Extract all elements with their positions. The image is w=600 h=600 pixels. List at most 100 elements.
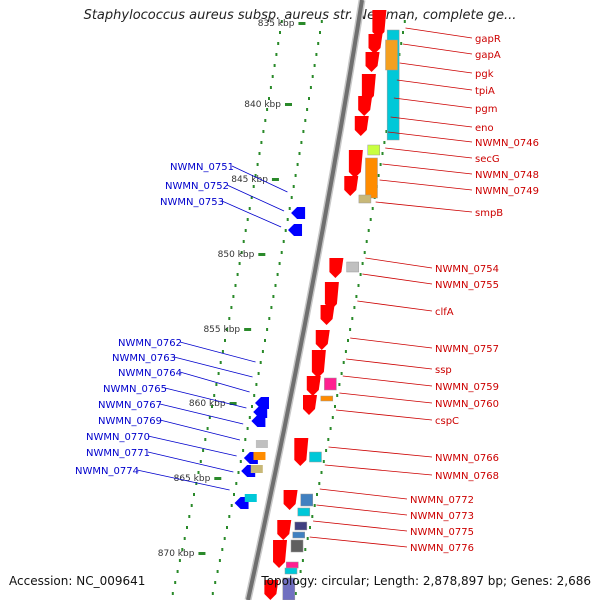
gene-label-right: NWMN_0766 (435, 453, 499, 464)
gene-label-right: NWMN_0754 (435, 264, 499, 275)
track-dot (316, 493, 318, 496)
minus-strand-gene (291, 207, 306, 219)
gene-leader-line (316, 504, 408, 516)
gene-leader-line (339, 392, 433, 404)
track-dot (306, 108, 309, 111)
track-dot (298, 152, 301, 155)
track-dot (308, 97, 310, 100)
track-dot (351, 317, 354, 320)
track-dot (218, 559, 221, 562)
track-dot (288, 207, 291, 210)
track-dot (264, 339, 266, 342)
track-dot (325, 449, 328, 452)
track-dot (274, 284, 277, 287)
kbp-tick-label: 855 kbp (203, 325, 240, 335)
track-dot (255, 383, 258, 386)
kbp-tick-label: 845 kbp (231, 175, 268, 185)
gene-leader-line (382, 163, 473, 175)
track-dot (279, 31, 281, 34)
track-dot (211, 405, 213, 408)
gene-label-right: cspC (435, 416, 459, 427)
track-dot (311, 75, 314, 78)
track-dot (224, 339, 226, 342)
track-dot (226, 526, 228, 529)
gene-leader-line (147, 451, 234, 473)
gene-label-right: secG (475, 154, 500, 165)
track-dot (301, 559, 304, 562)
gene-leader-line (390, 116, 473, 128)
track-dot (311, 515, 314, 518)
track-dot (322, 460, 325, 463)
track-dot (276, 273, 279, 276)
track-dot (270, 306, 273, 309)
accession-text: Accession: NC_009641 (9, 574, 146, 588)
track-dot (240, 251, 243, 254)
track-dot (278, 262, 281, 265)
track-dot (190, 504, 193, 507)
track-dot (286, 218, 289, 221)
plus-strand-gene (361, 74, 376, 102)
track-dot (183, 537, 186, 540)
topology-text: Topology: circular; Length: 2,878,897 bp… (261, 574, 591, 588)
gene-leader-line (350, 337, 433, 349)
track-dot (304, 119, 307, 122)
gene-label-right: NWMN_0773 (410, 511, 474, 522)
track-dot (302, 130, 305, 133)
track-dot (239, 460, 242, 463)
track-dot (246, 218, 249, 221)
gene-leader-line (313, 520, 408, 532)
track-dot (363, 251, 366, 254)
track-dot (342, 361, 345, 364)
gene-label-left: NWMN_0770 (86, 432, 150, 443)
track-dot (306, 537, 309, 540)
track-dot (272, 295, 275, 298)
gene-leader-line (324, 464, 433, 476)
kbp-tick-label: 860 kbp (189, 399, 226, 409)
gene-leader-line (319, 488, 408, 500)
gene-label-left: NWMN_0762 (118, 338, 182, 349)
track-dot (233, 493, 235, 496)
track-dot (377, 174, 380, 177)
track-dot (232, 295, 235, 298)
track-dot (344, 350, 347, 353)
track-dot (280, 20, 283, 23)
track-dot (199, 460, 202, 463)
gene-label-right: NWMN_0757 (435, 344, 499, 355)
gene-label-left: NWMN_0751 (170, 162, 234, 173)
track-dot (334, 405, 336, 408)
track-dot (217, 372, 220, 375)
gene-label-right: eno (475, 123, 494, 134)
kbp-tick-mark (271, 178, 279, 181)
gene-leader-line (399, 62, 473, 74)
gene-leader-line (221, 200, 282, 228)
kbp-tick-label: 835 kbp (258, 19, 295, 29)
gene-feature-box (253, 452, 266, 460)
plus-strand-gene (368, 34, 383, 54)
kbp-tick-label: 850 kbp (218, 250, 255, 260)
track-dot (349, 328, 352, 331)
plus-strand-gene (302, 395, 317, 415)
track-dot (246, 427, 249, 430)
track-dot (275, 53, 278, 56)
track-dot (402, 31, 404, 34)
track-dot (317, 42, 320, 45)
gene-feature-box (286, 561, 299, 569)
map-title: Staphylococcus aureus subsp. aureus str.… (83, 8, 517, 23)
gene-label-left: NWMN_0765 (103, 384, 167, 395)
track-dot (251, 405, 253, 408)
plus-strand-gene (264, 580, 279, 600)
track-dot (256, 163, 259, 166)
track-dot (174, 581, 177, 584)
track-dot (309, 86, 312, 89)
gene-label-right: ssp (435, 365, 452, 376)
track-dot (353, 306, 356, 309)
gene-label-right: gapA (475, 50, 501, 61)
gene-leader-line (387, 131, 473, 143)
gene-label-left: NWMN_0763 (112, 353, 176, 364)
plus-strand-gene (324, 282, 339, 310)
minus-strand-gene (288, 224, 303, 236)
kbp-tick-mark (298, 22, 306, 25)
gene-label-left: NWMN_0752 (165, 181, 229, 192)
track-dot (226, 328, 229, 331)
